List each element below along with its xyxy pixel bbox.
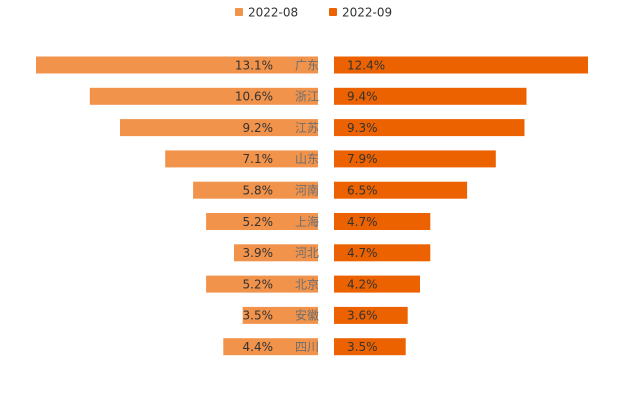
value-label-2022-09-row-9: 3.5%	[347, 340, 378, 354]
value-label-2022-08-row-6: 3.9%	[243, 246, 274, 260]
value-label-2022-08-row-8: 3.5%	[243, 309, 274, 323]
bar-2022-08-row-3[interactable]	[165, 150, 318, 168]
bars-group: 13.1% 广东 12.4% 10.6% 浙江 9.4% 9.2% 江苏 9.3% 7.1% 山东 7…	[36, 56, 588, 356]
bar-2022-09-row-7[interactable]	[334, 275, 420, 293]
value-label-2022-09-row-1: 9.4%	[347, 90, 378, 104]
category-label-row-4: 河南	[295, 183, 319, 198]
bar-2022-09-row-3[interactable]	[334, 150, 496, 168]
bar-2022-09-row-8[interactable]	[334, 306, 408, 324]
value-label-2022-09-row-5: 4.7%	[347, 215, 378, 229]
bar-2022-08-row-0[interactable]	[36, 56, 318, 74]
category-label-row-8: 安徽	[295, 308, 319, 323]
bar-2022-09-row-4[interactable]	[334, 181, 468, 199]
category-label-row-0: 广东	[295, 58, 319, 72]
legend-swatch-2022-08	[235, 8, 243, 16]
legend-item-2022-09[interactable]: 2022-09	[329, 6, 392, 20]
bar-2022-09-row-9[interactable]	[334, 338, 406, 356]
category-label-row-3: 山东	[295, 152, 319, 166]
legend-label-2022-08: 2022-08	[248, 6, 298, 20]
bar-2022-09-row-2[interactable]	[334, 119, 525, 137]
value-label-2022-09-row-3: 7.9%	[347, 152, 378, 166]
bar-2022-09-row-6[interactable]	[334, 244, 431, 262]
value-label-2022-09-row-6: 4.7%	[347, 246, 378, 260]
value-label-2022-08-row-1: 10.6%	[235, 90, 273, 104]
value-label-2022-09-row-4: 6.5%	[347, 184, 378, 198]
chart-legend: 2022-08 2022-09	[235, 6, 392, 20]
bar-2022-09-row-5[interactable]	[334, 213, 431, 230]
bar-2022-09-row-1[interactable]	[334, 87, 527, 105]
value-label-2022-08-row-4: 5.8%	[243, 184, 274, 198]
value-label-2022-08-row-5: 5.2%	[243, 215, 274, 229]
legend-label-2022-09: 2022-09	[342, 6, 392, 20]
value-label-2022-08-row-7: 5.2%	[243, 277, 274, 291]
value-label-2022-09-row-7: 4.2%	[347, 277, 378, 291]
bar-2022-08-row-6[interactable]	[234, 244, 318, 262]
bar-2022-08-row-8[interactable]	[242, 306, 318, 324]
category-label-row-5: 上海	[295, 214, 319, 229]
bar-2022-08-row-4[interactable]	[193, 181, 318, 199]
bar-2022-08-row-1[interactable]	[89, 87, 318, 105]
value-label-2022-08-row-9: 4.4%	[243, 340, 274, 354]
value-label-2022-08-row-2: 9.2%	[243, 121, 274, 135]
value-label-2022-08-row-3: 7.1%	[243, 152, 274, 166]
category-label-row-1: 浙江	[295, 90, 319, 104]
bar-2022-08-row-2[interactable]	[120, 119, 318, 137]
legend-swatch-2022-09	[329, 8, 337, 16]
bar-2022-09-row-0[interactable]	[334, 56, 588, 74]
category-label-row-7: 北京	[295, 277, 319, 291]
category-label-row-6: 河北	[295, 246, 319, 260]
value-label-2022-08-row-0: 13.1%	[235, 58, 273, 72]
category-label-row-9: 四川	[295, 340, 319, 354]
value-label-2022-09-row-8: 3.6%	[347, 309, 378, 323]
bar-2022-08-row-9[interactable]	[223, 338, 318, 356]
bar-2022-08-row-5[interactable]	[206, 213, 318, 230]
bar-2022-08-row-7[interactable]	[206, 275, 318, 293]
value-label-2022-09-row-2: 9.3%	[347, 121, 378, 135]
category-label-row-2: 江苏	[295, 121, 319, 135]
legend-item-2022-08[interactable]: 2022-08	[235, 6, 298, 20]
value-label-2022-09-row-0: 12.4%	[347, 58, 385, 72]
